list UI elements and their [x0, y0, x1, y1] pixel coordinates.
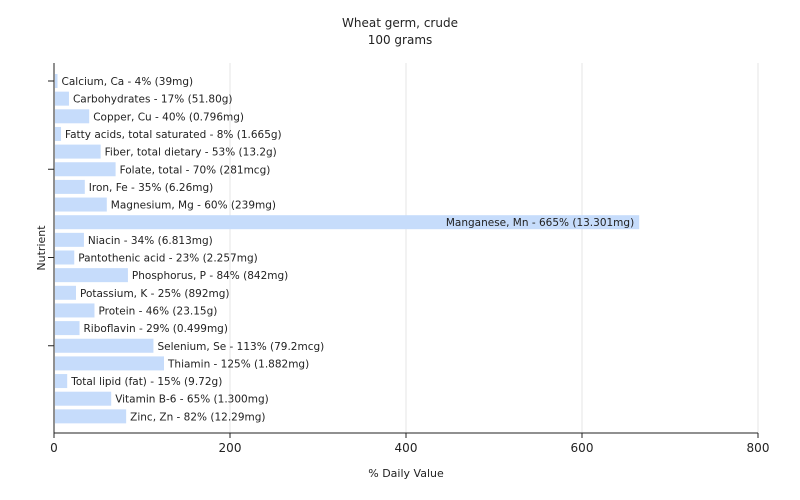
bar-label-17: Total lipid (fat) - 15% (9.72g) — [70, 376, 222, 388]
axes: 0 200 400 600 800 — [48, 63, 769, 455]
x-tick-label-0: 0 — [50, 441, 58, 455]
x-axis-title: % Daily Value — [368, 467, 444, 480]
bar-5 — [55, 162, 116, 177]
bar-19 — [55, 409, 127, 424]
bar-14 — [55, 321, 80, 336]
bar-label-10: Pantothenic acid - 23% (2.257mg) — [78, 253, 257, 265]
chart-title: Wheat germ, crude — [342, 16, 458, 30]
y-axis-title: Nutrient — [35, 225, 48, 271]
bar-18 — [55, 391, 112, 406]
bar-label-9: Niacin - 34% (6.813mg) — [88, 235, 213, 247]
bar-label-0: Calcium, Ca - 4% (39mg) — [62, 76, 194, 88]
chart-subtitle: 100 grams — [367, 33, 433, 47]
bar-9 — [55, 232, 84, 247]
bar-1 — [55, 91, 69, 106]
bar-label-6: Iron, Fe - 35% (6.26mg) — [89, 182, 213, 194]
bar-label-3: Fatty acids, total saturated - 8% (1.665… — [65, 129, 282, 141]
bar-label-13: Protein - 46% (23.15g) — [98, 305, 217, 317]
bar-4 — [55, 144, 101, 159]
x-tick-label-4: 800 — [747, 441, 770, 455]
bar-label-1: Carbohydrates - 17% (51.80g) — [73, 94, 233, 106]
bar-7 — [55, 197, 107, 212]
grid-lines — [229, 63, 759, 433]
bar-label-11: Phosphorus, P - 84% (842mg) — [132, 270, 288, 282]
bar-3 — [55, 126, 62, 141]
bar-17 — [55, 374, 68, 389]
x-tick-label-1: 200 — [219, 441, 242, 455]
bar-0 — [55, 74, 58, 88]
bar-8 — [55, 215, 640, 230]
bar-13 — [55, 303, 95, 318]
bar-10 — [55, 250, 75, 265]
bar-label-16: Thiamin - 125% (1.882mg) — [167, 358, 309, 370]
bar-label-5: Folate, total - 70% (281mcg) — [120, 164, 271, 176]
bar-6 — [55, 179, 85, 194]
bar-15 — [55, 338, 154, 353]
bar-label-14: Riboflavin - 29% (0.499mg) — [84, 323, 228, 335]
x-tick-label-2: 400 — [395, 441, 418, 455]
bars — [55, 74, 640, 424]
bar-label-18: Vitamin B-6 - 65% (1.300mg) — [115, 394, 269, 406]
bar-label-2: Copper, Cu - 40% (0.796mg) — [93, 111, 244, 123]
bar-2 — [55, 109, 90, 124]
bar-label-8: Manganese, Mn - 665% (13.301mg) — [446, 217, 634, 229]
bar-11 — [55, 268, 128, 283]
bar-labels: Calcium, Ca - 4% (39mg) Carbohydrates - 1… — [62, 76, 635, 423]
x-tick-label-3: 600 — [571, 441, 594, 455]
bar-12 — [55, 285, 76, 300]
bar-label-7: Magnesium, Mg - 60% (239mg) — [111, 200, 276, 212]
bar-label-12: Potassium, K - 25% (892mg) — [80, 288, 230, 300]
bar-label-19: Zinc, Zn - 82% (12.29mg) — [130, 411, 265, 423]
bar-label-4: Fiber, total dietary - 53% (13.2g) — [105, 147, 277, 159]
bar-label-15: Selenium, Se - 113% (79.2mcg) — [157, 341, 324, 353]
bar-16 — [55, 356, 164, 371]
